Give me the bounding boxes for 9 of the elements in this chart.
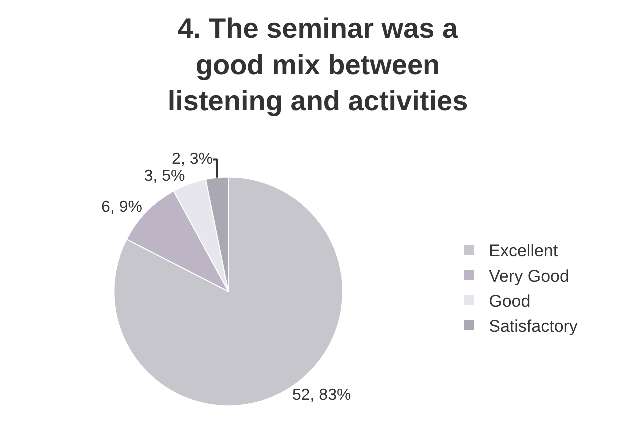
data-label: 52, 83% (292, 386, 352, 404)
legend-label: Very Good (489, 266, 570, 286)
chart-title: 4. The seminar was a good mix between listening and activities (168, 12, 468, 117)
legend-label: Good (489, 292, 531, 311)
data-label: 3, 5% (144, 168, 186, 186)
data-label: 6, 9% (102, 199, 142, 216)
legend-label: Satisfactory (489, 316, 578, 336)
data-label: 2, 3% (172, 151, 213, 168)
legend-label: Excellent (489, 242, 558, 261)
